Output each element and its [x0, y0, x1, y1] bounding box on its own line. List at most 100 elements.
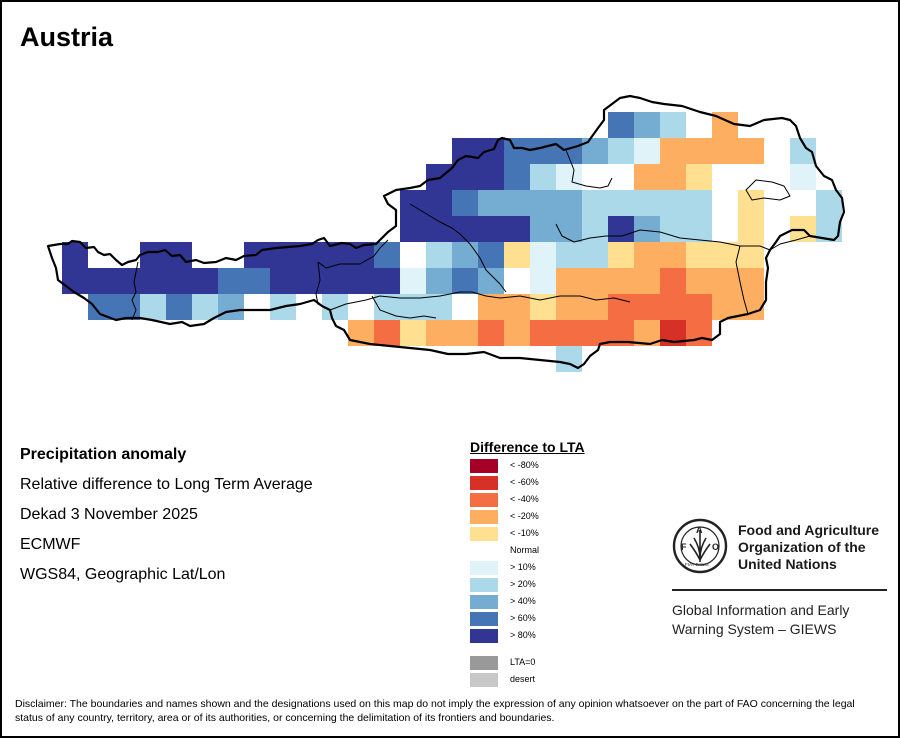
grid-cell [114, 294, 140, 320]
grid-cell [634, 138, 660, 164]
grid-cell [582, 268, 608, 294]
grid-cell [660, 294, 686, 320]
border-tyrol-carinthia [315, 261, 367, 311]
legend-label: < -40% [510, 494, 539, 504]
grid-cell [608, 216, 634, 242]
grid-cell [738, 268, 764, 294]
border-salzburg-carinthia [365, 291, 501, 301]
grid-cell [426, 268, 452, 294]
grid-cell [530, 320, 556, 346]
grid-cell [686, 294, 712, 320]
border-tyrol-salzburg [317, 239, 389, 269]
grid-cell [426, 164, 452, 190]
legend-label: > 40% [510, 596, 536, 606]
border-lower-austria-burgenland [769, 235, 811, 251]
grid-cell [556, 294, 582, 320]
grid-cells [62, 112, 842, 372]
legend-swatch [470, 673, 498, 687]
grid-cell [478, 320, 504, 346]
legend-swatch [470, 578, 498, 592]
grid-cell [192, 268, 218, 294]
grid-cell [478, 242, 504, 268]
grid-cell [504, 242, 530, 268]
grid-cell [530, 242, 556, 268]
grid-cell [348, 268, 374, 294]
grid-cell [738, 138, 764, 164]
grid-cell [686, 164, 712, 190]
grid-cell [634, 294, 660, 320]
grid-cell [374, 320, 400, 346]
fao-motto: FIAT PANIS [685, 562, 709, 567]
fao-org-name: Food and Agriculture Organization of the… [738, 522, 879, 573]
grid-cell [452, 268, 478, 294]
branding-divider [672, 589, 887, 591]
map-subtitle: Relative difference to Long Term Average [20, 476, 313, 493]
grid-cell [738, 216, 764, 242]
grid-cell [504, 164, 530, 190]
grid-cell [530, 216, 556, 242]
grid-cell [816, 190, 842, 216]
legend-label: < -10% [510, 528, 539, 538]
grid-cell [478, 190, 504, 216]
fao-name-line2: Organization of the [738, 539, 866, 555]
fao-logo-icon: F A O FIAT PANIS [672, 518, 728, 574]
grid-cell [452, 138, 478, 164]
grid-cell [400, 190, 426, 216]
grid-cell [452, 320, 478, 346]
grid-cell [634, 112, 660, 138]
legend-swatch [470, 656, 498, 670]
grid-cell [478, 164, 504, 190]
grid-cell [426, 320, 452, 346]
grid-cell [556, 164, 582, 190]
legend-title: Difference to LTA [470, 439, 585, 455]
country-border [46, 94, 846, 370]
grid-cell [608, 112, 634, 138]
border-salzburg-upper-austria [409, 203, 507, 293]
grid-cell [608, 242, 634, 268]
legend-label: > 60% [510, 613, 536, 623]
legend-label: < -20% [510, 511, 539, 521]
giews-name: Global Information and Early Warning Sys… [672, 601, 849, 639]
legend-swatch [470, 476, 498, 490]
legend-label: desert [510, 674, 536, 684]
border-styria-burgenland [735, 245, 749, 315]
grid-cell [478, 268, 504, 294]
legend-swatch [470, 561, 498, 575]
grid-cell [270, 268, 296, 294]
map-period: Dekad 3 November 2025 [20, 506, 198, 523]
grid-cell [712, 242, 738, 268]
grid-cell [296, 268, 322, 294]
precipitation-anomaly-map: Austria [20, 22, 846, 372]
legend-swatch [470, 595, 498, 609]
grid-cell [166, 294, 192, 320]
legend-swatch [470, 612, 498, 626]
legend-label: > 20% [510, 579, 536, 589]
grid-cell [634, 268, 660, 294]
legend-swatch [470, 510, 498, 524]
fao-name-line1: Food and Agriculture [738, 522, 880, 538]
border-east-tyrol [371, 295, 437, 319]
grid-cell [218, 294, 244, 320]
grid-cell [556, 320, 582, 346]
grid-cell [62, 268, 88, 294]
grid-cell [582, 242, 608, 268]
legend-swatch [470, 459, 498, 473]
legend-swatch [470, 493, 498, 507]
grid-cell [504, 320, 530, 346]
grid-cell [790, 164, 816, 190]
grid-cell [556, 242, 582, 268]
grid-cell [582, 190, 608, 216]
grid-cell [712, 268, 738, 294]
grid-cell [426, 190, 452, 216]
grid-cell [634, 190, 660, 216]
border-styria-north [555, 223, 771, 251]
legend-label: < -60% [510, 477, 539, 487]
grid-cell [140, 242, 166, 268]
grid-cell [88, 294, 114, 320]
legend-label: < -80% [510, 460, 539, 470]
legend-label: Normal [510, 545, 540, 555]
grid-cell [530, 164, 556, 190]
grid-cell [556, 268, 582, 294]
grid-cell [712, 138, 738, 164]
border-vorarlberg-tyrol [131, 261, 139, 321]
